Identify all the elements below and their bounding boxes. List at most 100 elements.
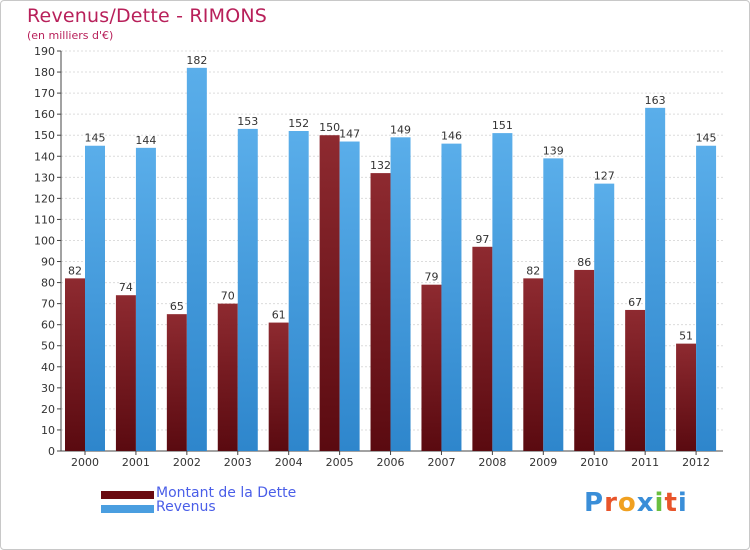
y-tick-label: 40	[41, 361, 55, 374]
bar-revenue	[543, 158, 564, 452]
x-tick-label: 2005	[326, 456, 354, 469]
bar-revenue	[288, 131, 309, 451]
y-tick-label: 110	[34, 213, 55, 226]
bar-debt	[421, 284, 442, 451]
bar-debt	[370, 173, 391, 451]
data-label-debt: 132	[370, 159, 391, 172]
bar-debt	[166, 314, 187, 451]
y-tick-label: 80	[41, 277, 55, 290]
bar-debt	[472, 246, 493, 451]
x-tick-label: 2003	[224, 456, 252, 469]
bar-debt	[574, 269, 595, 451]
data-label-debt: 74	[119, 281, 133, 294]
y-tick-label: 120	[34, 192, 55, 205]
y-tick-label: 20	[41, 403, 55, 416]
y-tick-label: 70	[41, 298, 55, 311]
bar-revenue	[645, 107, 666, 451]
x-tick-label: 2004	[275, 456, 303, 469]
bar-debt	[319, 135, 340, 452]
x-tick-label: 2009	[529, 456, 557, 469]
logo-letter: P	[584, 488, 605, 518]
bar-revenue	[186, 67, 207, 451]
bar-debt	[115, 295, 136, 451]
data-label-revenue: 139	[543, 144, 564, 157]
logo-letter: r	[604, 488, 618, 518]
x-tick-label: 2008	[478, 456, 506, 469]
y-tick-label: 60	[41, 319, 55, 332]
y-tick-label: 150	[34, 129, 55, 142]
data-label-debt: 65	[170, 300, 184, 313]
data-label-revenue: 127	[594, 170, 615, 183]
data-label-debt: 70	[221, 290, 235, 303]
data-label-revenue: 147	[339, 128, 360, 141]
data-label-revenue: 151	[492, 119, 513, 132]
y-tick-label: 160	[34, 108, 55, 121]
logo-letter: i	[677, 488, 688, 518]
bar-revenue	[135, 147, 156, 451]
data-label-revenue: 145	[85, 132, 106, 145]
bar-debt	[676, 343, 697, 451]
bar-revenue	[390, 137, 411, 451]
bar-revenue	[85, 145, 105, 451]
legend-swatch-revenue	[101, 505, 154, 513]
data-label-debt: 82	[68, 264, 82, 277]
data-label-debt: 86	[577, 256, 591, 269]
y-tick-label: 100	[34, 234, 55, 247]
data-label-revenue: 145	[696, 132, 717, 145]
y-tick-label: 30	[41, 382, 55, 395]
bar-revenue	[441, 143, 462, 451]
data-label-debt: 150	[319, 121, 340, 134]
bar-revenue	[237, 128, 258, 451]
y-tick-label: 50	[41, 340, 55, 353]
bar-revenue	[492, 133, 513, 451]
logo-letter: x	[636, 488, 655, 518]
data-label-debt: 67	[628, 296, 642, 309]
x-tick-label: 2006	[377, 456, 405, 469]
bar-debt	[268, 322, 289, 451]
data-label-revenue: 152	[288, 117, 309, 130]
data-label-revenue: 146	[441, 130, 462, 143]
y-tick-label: 90	[41, 256, 55, 269]
chart-title: Revenus/Dette - RIMONS	[27, 5, 268, 27]
x-tick-label: 2002	[173, 456, 201, 469]
data-label-debt: 82	[526, 264, 540, 277]
bar-debt	[65, 278, 85, 451]
data-label-revenue: 144	[135, 134, 156, 147]
logo-letter: t	[664, 488, 678, 518]
x-tick-label: 2010	[580, 456, 608, 469]
proxiti-logo: Proxiti	[584, 488, 688, 518]
data-label-revenue: 163	[645, 94, 666, 107]
y-tick-label: 170	[34, 87, 55, 100]
bar-debt	[217, 303, 238, 451]
y-tick-label: 190	[34, 45, 55, 58]
data-label-revenue: 149	[390, 123, 411, 136]
data-label-debt: 79	[424, 271, 438, 284]
y-tick-label: 130	[34, 171, 55, 184]
data-label-revenue: 182	[186, 54, 207, 67]
y-tick-label: 140	[34, 150, 55, 163]
logo-letter: o	[617, 488, 637, 518]
data-label-debt: 61	[272, 309, 286, 322]
bar-debt	[625, 309, 646, 451]
y-tick-label: 180	[34, 66, 55, 79]
x-tick-label: 2007	[427, 456, 455, 469]
bar-revenue	[594, 183, 615, 451]
x-tick-label: 2011	[631, 456, 659, 469]
data-label-debt: 51	[679, 330, 693, 343]
bar-revenue	[696, 145, 717, 451]
chart-subtitle: (en milliers d'€)	[27, 29, 114, 42]
x-tick-label: 2001	[122, 456, 150, 469]
data-label-debt: 97	[475, 233, 489, 246]
x-tick-label: 2012	[682, 456, 710, 469]
y-tick-label: 10	[41, 424, 55, 437]
y-tick-label: 0	[48, 445, 55, 458]
x-tick-label: 2000	[71, 456, 99, 469]
bar-revenue	[339, 141, 360, 452]
legend-swatch-debt	[101, 491, 154, 499]
data-label-revenue: 153	[237, 115, 258, 128]
legend-label-revenue: Revenus	[156, 499, 216, 515]
logo-letter: i	[654, 488, 665, 518]
bar-debt	[523, 278, 544, 451]
